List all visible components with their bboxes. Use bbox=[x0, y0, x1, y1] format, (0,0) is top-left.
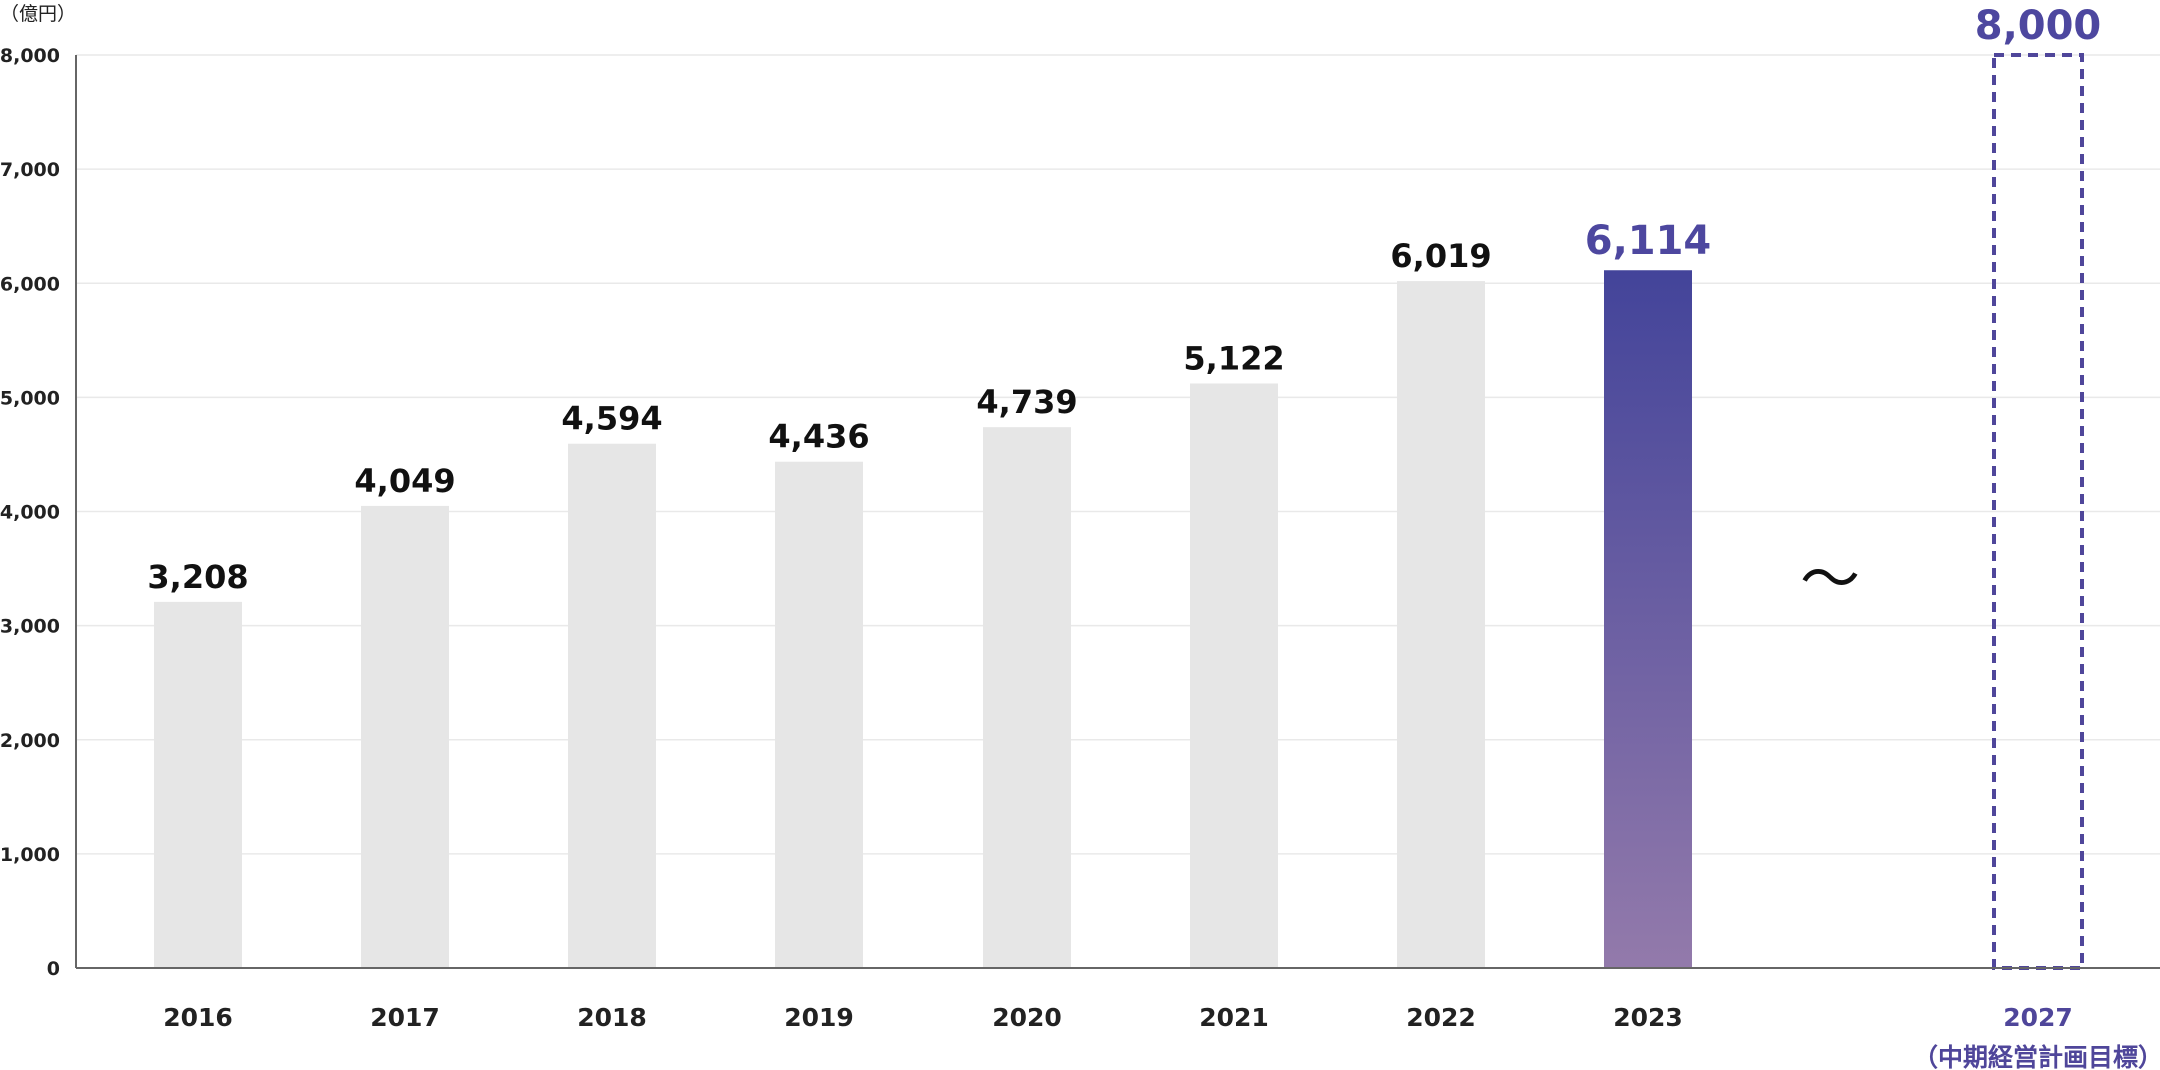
value-label-2016: 3,208 bbox=[147, 558, 248, 596]
bars bbox=[154, 53, 2084, 970]
bar-2021 bbox=[1190, 383, 1278, 968]
bar-2020 bbox=[983, 427, 1071, 968]
y-tick-label: 6,000 bbox=[0, 273, 60, 295]
category-labels: 2016 2017 2018 2019 2020 2021 2022 2023 2027 bbox=[163, 1003, 2073, 1032]
bar-2019 bbox=[775, 461, 863, 968]
y-axis-ticks: 0 1,000 2,000 3,000 4,000 5,000 6,000 7,000 8,00… bbox=[0, 45, 60, 980]
unit-label: （億円） bbox=[0, 3, 76, 25]
x-tick-label-2016: 2016 bbox=[163, 1003, 233, 1032]
y-tick-label: 5,000 bbox=[0, 387, 60, 409]
value-label-2021: 5,122 bbox=[1183, 339, 1284, 377]
y-tick-label: 0 bbox=[47, 958, 60, 980]
x-tick-label-2023: 2023 bbox=[1613, 1003, 1683, 1032]
y-tick-label: 4,000 bbox=[0, 502, 60, 524]
x-tick-label-2017: 2017 bbox=[370, 1003, 440, 1032]
x-tick-label-2027: 2027 bbox=[2003, 1003, 2073, 1032]
axis-break-symbol: ～ bbox=[1800, 545, 1860, 615]
bar-2017 bbox=[361, 505, 449, 968]
bar-2018 bbox=[568, 443, 656, 969]
value-label-2027: 8,000 bbox=[1975, 3, 2102, 49]
x-tick-label-2022: 2022 bbox=[1406, 1003, 1476, 1032]
y-tick-label: 8,000 bbox=[0, 45, 60, 67]
value-label-2023: 6,114 bbox=[1585, 218, 1712, 264]
y-tick-label: 2,000 bbox=[0, 730, 60, 752]
y-tick-label: 3,000 bbox=[0, 616, 60, 638]
value-labels: 3,208 4,049 4,594 4,436 4,739 5,122 6,019 6,114… bbox=[147, 3, 2101, 596]
value-label-2018: 4,594 bbox=[561, 400, 662, 438]
bar-2016 bbox=[154, 601, 242, 968]
value-label-2022: 6,019 bbox=[1390, 237, 1491, 275]
x-tick-label-2018: 2018 bbox=[577, 1003, 647, 1032]
value-label-2020: 4,739 bbox=[976, 383, 1077, 421]
x-tick-label-2021: 2021 bbox=[1199, 1003, 1269, 1032]
value-label-2017: 4,049 bbox=[354, 462, 455, 500]
y-tick-label: 1,000 bbox=[0, 844, 60, 866]
y-tick-label: 7,000 bbox=[0, 159, 60, 181]
target-note: （中期経営計画目標） bbox=[1913, 1043, 2160, 1070]
bar-2022 bbox=[1397, 281, 1485, 968]
bar-2023 bbox=[1604, 270, 1692, 968]
x-tick-label-2019: 2019 bbox=[784, 1003, 854, 1032]
value-label-2019: 4,436 bbox=[768, 418, 869, 456]
x-tick-label-2020: 2020 bbox=[992, 1003, 1062, 1032]
